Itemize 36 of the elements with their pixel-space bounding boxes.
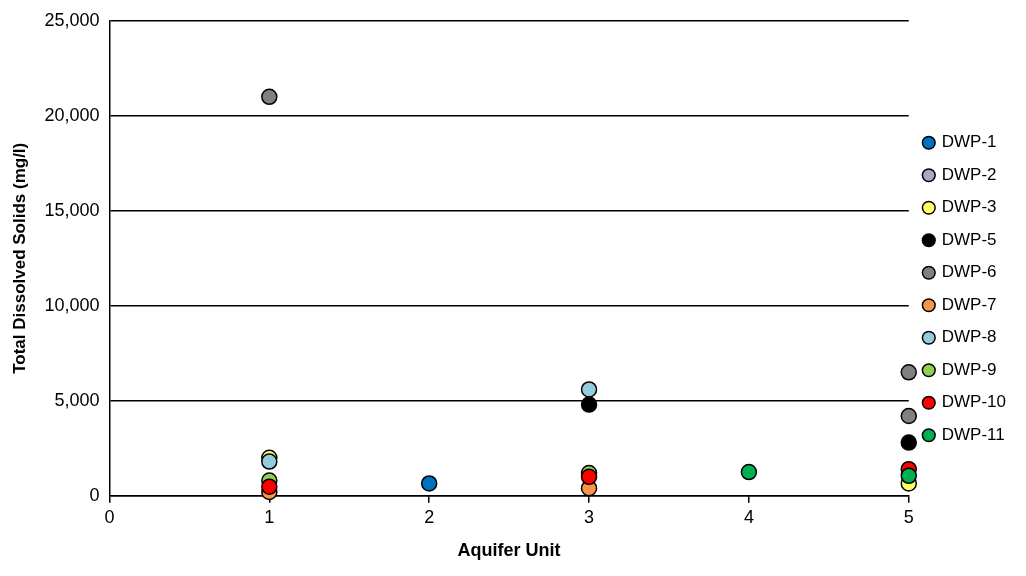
y-axis-title: Total Dissolved Solids (mg/l) [9, 142, 29, 374]
y-tick-label: 0 [89, 484, 100, 505]
x-tick-label: 0 [104, 506, 115, 527]
y-tick-label: 25,000 [44, 9, 100, 30]
legend-label: DWP-5 [941, 229, 997, 249]
legend-label: DWP-7 [941, 294, 997, 314]
legend-label: DWP-9 [941, 359, 997, 379]
x-tick-label: 2 [424, 506, 435, 527]
point [580, 396, 598, 413]
legend-label: DWP-3 [941, 197, 997, 217]
point [261, 453, 278, 470]
point [420, 475, 438, 492]
point [261, 478, 278, 495]
x-tick-label: 3 [584, 506, 595, 527]
point [580, 468, 598, 486]
point [580, 381, 598, 398]
legend-label: DWP-1 [941, 132, 997, 152]
legend-label: DWP-6 [941, 262, 997, 282]
point [900, 434, 918, 451]
point [740, 463, 758, 481]
point [900, 467, 918, 485]
point [261, 88, 278, 106]
legend-label: DWP-10 [941, 392, 1006, 412]
y-tick-label: 5,000 [54, 389, 100, 410]
y-tick-label: 10,000 [44, 294, 100, 315]
x-axis-title: Aquifer Unit [457, 540, 561, 561]
legend-label: DWP-8 [941, 327, 997, 347]
point [900, 364, 918, 381]
y-tick-label: 15,000 [44, 199, 100, 220]
x-tick-label: 4 [743, 506, 754, 527]
legend-label: DWP-2 [941, 164, 997, 184]
legend-label: DWP-11 [941, 424, 1005, 444]
x-tick-label: 1 [264, 506, 275, 527]
x-tick-label: 5 [903, 506, 914, 527]
point [900, 407, 918, 425]
y-tick-label: 20,000 [44, 104, 100, 125]
